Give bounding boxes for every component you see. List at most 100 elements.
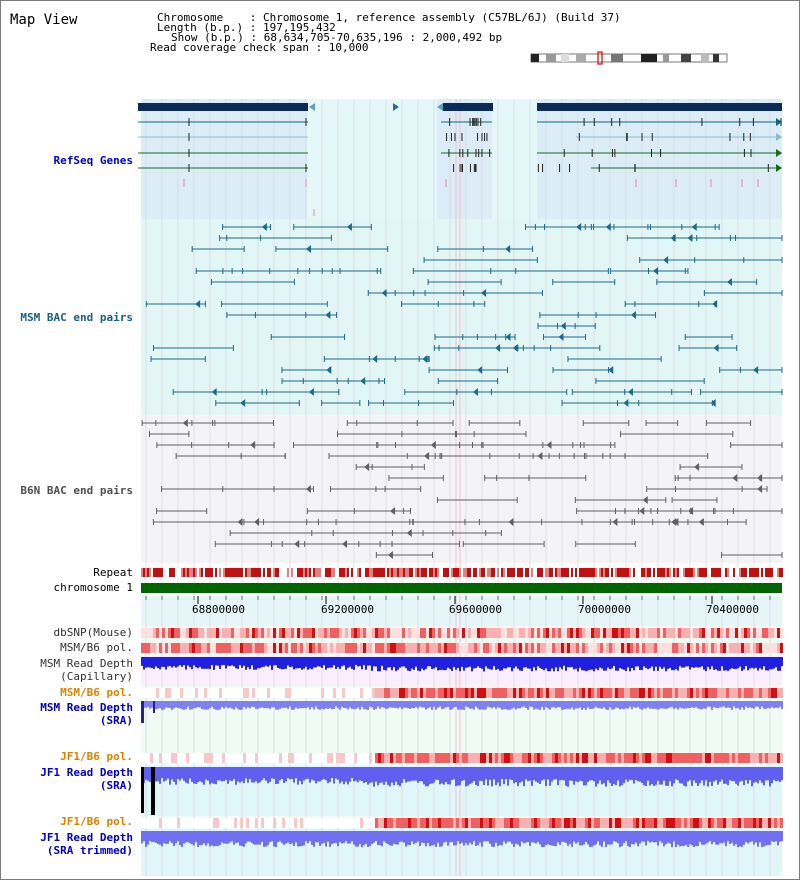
dbsnp-heatmap <box>510 628 513 638</box>
dbsnp-heatmap <box>453 628 456 638</box>
jf1-b6-pol-heatmap <box>684 753 687 763</box>
dbsnp-heatmap <box>270 628 273 638</box>
track-label-b6n-bac[interactable]: B6N BAC end pairs <box>20 484 133 497</box>
msm-depth-sra-bar <box>501 701 503 710</box>
jf1-b6-pol-heatmap <box>444 753 447 763</box>
msm-depth-capillary-bar <box>663 657 665 668</box>
jf1-b6-pol-heatmap <box>666 753 669 763</box>
jf1-b6-pol-heatmap <box>210 753 213 763</box>
track-label-jf1-depth-trimmed[interactable]: JF1 Read Depth <box>40 831 133 844</box>
jf1-depth-sra-bar <box>165 767 167 781</box>
track-label-msm-b6-pol-1[interactable]: MSM/B6 pol. <box>60 641 133 654</box>
jf1-b6-pol-heatmap <box>687 753 690 763</box>
track-label-repeat[interactable]: Repeat <box>93 566 133 579</box>
repeat-block <box>205 568 207 577</box>
jf1-depth-sra-bar <box>175 767 177 785</box>
msm-b6-pol-heatmap <box>492 688 495 698</box>
msm-depth-capillary-bar <box>429 657 431 667</box>
jf1-depth-trimmed-bar <box>611 831 613 845</box>
repeat-block <box>469 568 471 577</box>
jf1-b6-pol-heatmap <box>288 753 291 763</box>
msm-depth-sra-bar <box>353 701 355 710</box>
jf1-depth-trimmed-bar <box>195 831 197 843</box>
jf1-b6-pol-heatmap <box>420 753 423 763</box>
dbsnp-heatmap <box>441 628 444 638</box>
jf1-depth-trimmed-bar <box>385 831 387 843</box>
msm-depth-capillary-bar <box>303 657 305 669</box>
track-label-msm-depth-sra[interactable]: MSM Read Depth <box>40 701 133 714</box>
track-label-jf1-depth-sra[interactable]: JF1 Read Depth <box>40 766 133 779</box>
jf1-depth-sra-bar <box>307 767 309 779</box>
jf1-depth-trimmed-bar <box>221 831 223 843</box>
jf1-b6-pol-heatmap <box>546 753 549 763</box>
msm-depth-sra-bar <box>239 701 241 710</box>
repeat-block <box>511 568 513 577</box>
jf1-depth-trimmed-bar <box>257 831 259 845</box>
jf1-depth-sra-bar <box>211 767 213 783</box>
dbsnp-heatmap <box>246 628 249 638</box>
jf1-b6-pol-heatmap <box>372 818 375 828</box>
msm-b6-pol-heatmap <box>591 688 594 698</box>
jf1-depth-trimmed-bar <box>771 831 773 842</box>
msm-depth-sra-bar <box>655 701 657 709</box>
repeat-block <box>397 568 399 577</box>
jf1-b6-pol-heatmap <box>633 818 636 828</box>
jf1-depth-trimmed-bar <box>309 831 311 842</box>
jf1-b6-pol-heatmap <box>366 753 369 763</box>
jf1-b6-pol-heatmap <box>735 818 738 828</box>
msm-depth-sra-bar <box>561 701 563 710</box>
jf1-b6-pol-heatmap <box>372 753 375 763</box>
jf1-depth-sra-bar <box>673 767 675 784</box>
msm-depth-sra-bar <box>759 701 761 710</box>
msm-depth-capillary-bar <box>231 657 233 666</box>
msm-depth-sra-bar <box>207 701 209 710</box>
jf1-depth-trimmed-bar <box>677 831 679 845</box>
msm-depth-capillary-bar <box>369 657 371 666</box>
track-label-msm-b6-pol-2[interactable]: MSM/B6 pol. <box>60 686 133 699</box>
jf1-b6-pol-heatmap <box>402 753 405 763</box>
msm-depth-sra-bar <box>267 701 269 709</box>
msm-depth-sra-bar <box>497 701 499 707</box>
track-label-dbsnp[interactable]: dbSNP(Mouse) <box>53 626 133 639</box>
track-label-chromosome[interactable]: chromosome 1 <box>53 581 133 594</box>
jf1-b6-pol-heatmap <box>561 753 564 763</box>
msm-depth-capillary-bar <box>755 657 757 668</box>
msm-depth-capillary-bar <box>579 657 581 668</box>
msm-depth-capillary-bar <box>611 657 613 669</box>
msm-depth-capillary-bar <box>217 657 219 666</box>
msm-b6-pol-heatmap <box>630 643 633 653</box>
jf1-depth-trimmed-bar <box>319 831 321 846</box>
track-label-jf1-b6-pol-2[interactable]: JF1/B6 pol. <box>60 815 133 828</box>
jf1-b6-pol-heatmap <box>513 753 516 763</box>
msm-depth-sra-bar <box>417 701 419 709</box>
jf1-depth-sra-bar <box>699 767 701 784</box>
msm-depth-sra-bar <box>735 701 737 709</box>
jf1-depth-trimmed-bar <box>439 831 441 847</box>
msm-depth-sra-bar <box>623 701 625 710</box>
jf1-b6-pol-heatmap <box>483 818 486 828</box>
repeat-block <box>543 568 545 577</box>
jf1-depth-sra-bar <box>311 767 313 780</box>
msm-depth-capillary-bar <box>333 657 335 666</box>
msm-b6-pol-heatmap <box>579 643 582 653</box>
jf1-depth-trimmed-bar <box>405 831 407 847</box>
msm-depth-sra-bar <box>355 701 357 709</box>
jf1-depth-sra-bar <box>773 767 775 780</box>
track-label-msm-bac[interactable]: MSM BAC end pairs <box>20 311 133 324</box>
msm-b6-pol-heatmap <box>156 688 159 698</box>
bac-end-arrow-icon <box>261 223 267 231</box>
msm-b6-pol-heatmap <box>201 688 204 698</box>
jf1-depth-trimmed-bar <box>145 831 147 847</box>
track-label-refseq-genes[interactable]: RefSeq Genes <box>53 154 133 167</box>
msm-depth-capillary-bar <box>225 657 227 669</box>
track-label-msm-depth-capillary[interactable]: MSM Read Depth <box>40 657 133 670</box>
track-label-jf1-b6-pol-1[interactable]: JF1/B6 pol. <box>60 750 133 763</box>
msm-depth-capillary-bar <box>269 657 271 666</box>
msm-b6-pol-heatmap <box>525 688 528 698</box>
msm-depth-sra-bar <box>201 701 203 710</box>
msm-b6-pol-heatmap <box>684 643 687 653</box>
dbsnp-heatmap <box>609 628 612 638</box>
msm-b6-pol-heatmap <box>390 688 393 698</box>
msm-depth-sra-bar <box>393 701 395 708</box>
